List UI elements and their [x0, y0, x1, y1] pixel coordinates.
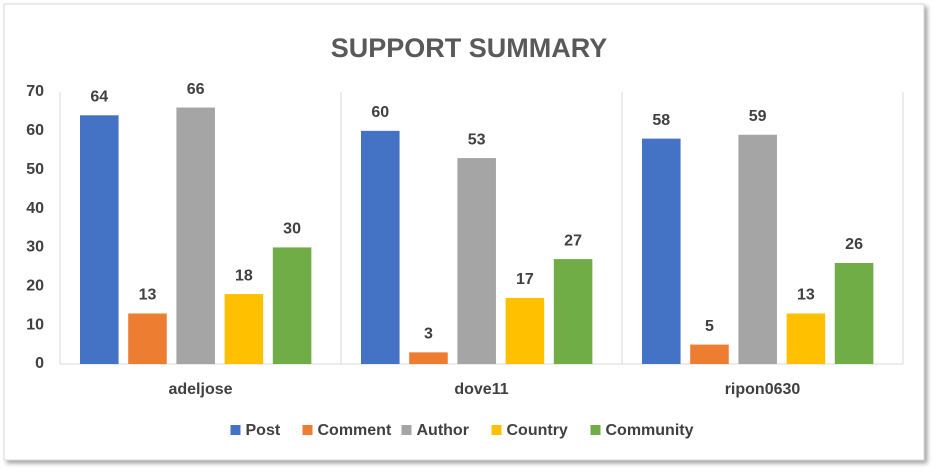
data-label: 17	[516, 271, 534, 288]
bar	[128, 313, 167, 364]
bar	[272, 247, 312, 364]
y-tick-label: 40	[26, 200, 44, 217]
data-label: 3	[424, 326, 433, 343]
data-label: 64	[90, 89, 108, 106]
y-tick-label: 10	[26, 316, 44, 333]
legend-label: Country	[507, 422, 568, 439]
y-tick-label: 30	[26, 239, 44, 256]
data-label: 30	[283, 221, 301, 238]
y-tick-label: 0	[35, 355, 44, 372]
bar	[642, 138, 681, 364]
legend-label: Author	[417, 422, 469, 439]
legend-swatch	[590, 425, 601, 435]
data-label: 53	[468, 131, 486, 148]
y-tick-label: 50	[26, 161, 44, 178]
data-label: 5	[705, 318, 714, 335]
bar	[786, 313, 826, 364]
data-label: 26	[845, 236, 863, 253]
y-tick-label: 20	[26, 278, 44, 295]
chart-title: SUPPORT SUMMARY	[331, 33, 608, 63]
data-label: 59	[749, 108, 767, 125]
legend-swatch	[230, 425, 241, 435]
legend-label: Post	[246, 422, 281, 439]
data-label: 27	[564, 232, 582, 249]
bar	[553, 259, 593, 364]
x-tick-label: adeljose	[168, 381, 232, 398]
bar	[738, 134, 777, 364]
y-tick-label: 70	[26, 83, 44, 100]
bar	[176, 107, 215, 365]
legend-swatch	[491, 425, 502, 435]
bar	[361, 130, 400, 364]
data-label: 66	[187, 81, 205, 98]
data-label: 13	[139, 287, 157, 304]
x-tick-label: dove11	[454, 381, 508, 398]
data-label: 60	[371, 104, 389, 121]
legend-label: Comment	[318, 422, 392, 439]
bar	[834, 262, 874, 364]
bar	[505, 297, 545, 364]
bar	[690, 344, 729, 364]
bar	[457, 158, 496, 364]
bar	[409, 352, 448, 364]
x-tick-label: ripon0630	[725, 381, 801, 398]
bar	[80, 115, 119, 364]
data-label: 18	[235, 267, 253, 284]
bar	[224, 294, 264, 364]
legend-swatch	[302, 425, 313, 435]
data-label: 58	[652, 112, 670, 129]
y-tick-label: 60	[26, 122, 44, 139]
data-label: 13	[797, 287, 815, 304]
legend-swatch	[401, 425, 412, 435]
legend-label: Community	[606, 422, 694, 439]
